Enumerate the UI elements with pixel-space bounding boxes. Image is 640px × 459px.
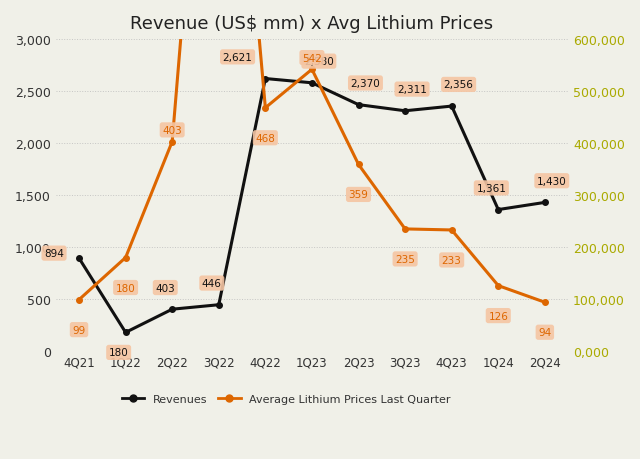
Text: 359: 359 bbox=[349, 190, 369, 200]
Text: 2,580: 2,580 bbox=[304, 57, 333, 67]
Text: 235: 235 bbox=[395, 254, 415, 264]
Text: 542: 542 bbox=[302, 54, 322, 63]
Text: 2,370: 2,370 bbox=[351, 79, 380, 89]
Title: Revenue (US$ mm) x Avg Lithium Prices: Revenue (US$ mm) x Avg Lithium Prices bbox=[131, 15, 493, 33]
Text: 1,480: 1,480 bbox=[0, 458, 1, 459]
Text: 2,621: 2,621 bbox=[223, 53, 253, 63]
Text: 180: 180 bbox=[116, 283, 136, 293]
Text: 468: 468 bbox=[255, 134, 275, 144]
Text: 233: 233 bbox=[442, 255, 461, 265]
Text: 2,311: 2,311 bbox=[397, 85, 427, 95]
Text: 1,361: 1,361 bbox=[476, 184, 506, 194]
Text: 2,356: 2,356 bbox=[444, 80, 474, 90]
Text: 446: 446 bbox=[202, 279, 222, 288]
Text: 894: 894 bbox=[44, 249, 64, 258]
Text: 94: 94 bbox=[538, 328, 552, 337]
Text: 403: 403 bbox=[156, 283, 175, 293]
Text: 180: 180 bbox=[109, 347, 129, 358]
Text: 126: 126 bbox=[488, 311, 508, 321]
Text: 99: 99 bbox=[72, 325, 86, 335]
Text: 403: 403 bbox=[163, 126, 182, 135]
Text: 1,430: 1,430 bbox=[537, 176, 566, 186]
Legend: Revenues, Average Lithium Prices Last Quarter: Revenues, Average Lithium Prices Last Qu… bbox=[117, 389, 456, 408]
